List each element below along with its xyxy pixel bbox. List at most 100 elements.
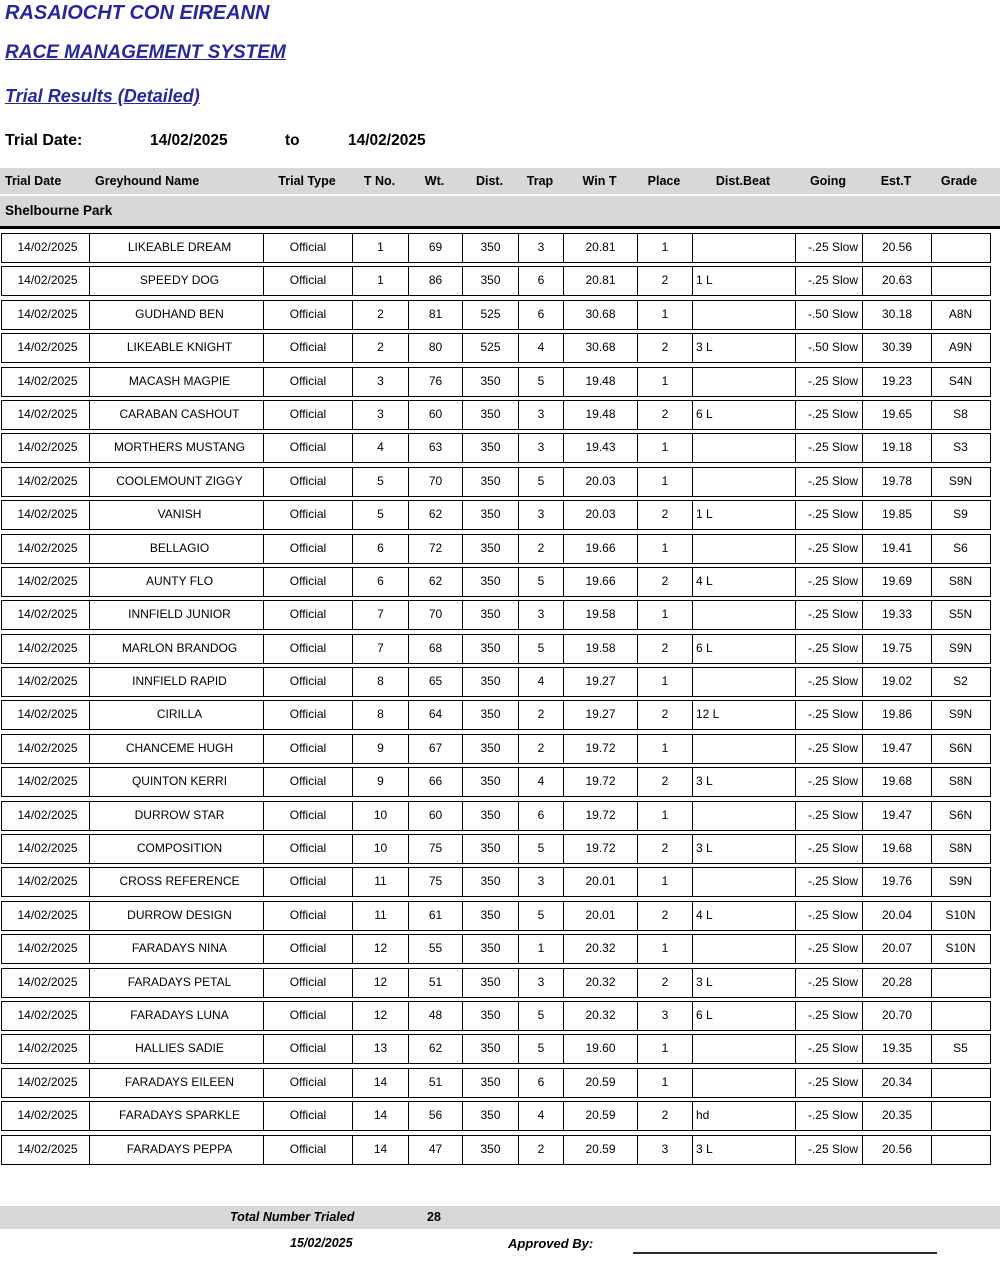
cell-grade: S9N — [948, 874, 973, 889]
total-trialed-label: Total Number Trialed — [230, 1210, 355, 1224]
cell-dist-beat — [693, 467, 796, 496]
cell-dist-beat: 6 L — [693, 400, 796, 429]
cell-going: -.25 Slow — [796, 1001, 863, 1030]
cell-trap: 6 — [519, 267, 564, 296]
cell-dist-beat: 6 L — [693, 634, 796, 663]
cell-win-t: 20.32 — [564, 935, 638, 964]
cell-trial-type: Official — [264, 300, 353, 329]
cell-trial-type: Official — [264, 501, 353, 530]
column-header-est-t: Est.T — [880, 174, 912, 188]
cell-trap: 4 — [519, 768, 564, 797]
cell-going: -.25 Slow — [796, 768, 863, 797]
cell-t-no: 6 — [353, 534, 409, 563]
cell-grade: S6N — [948, 807, 973, 822]
cell-trial-date: 14/02/2025 — [2, 400, 90, 429]
cell-grade: S10N — [945, 907, 976, 922]
cell-t-no: 1 — [353, 234, 409, 262]
cell-grade — [932, 1069, 989, 1097]
cell-trial-type: Official — [264, 434, 353, 463]
cell-trap: 5 — [519, 1035, 564, 1064]
cell-trial-type: Official — [264, 1102, 353, 1131]
cell-dist: 350 — [463, 434, 519, 463]
trial-date-label: Trial Date: — [5, 132, 83, 149]
cell-win-t: 30.68 — [564, 300, 638, 329]
cell-place: 2 — [638, 334, 693, 363]
cell-grade: A9N — [948, 340, 973, 355]
cell-win-t: 19.66 — [564, 534, 638, 563]
cell-trap: 4 — [519, 668, 564, 697]
cell-trial-type: Official — [264, 1135, 353, 1164]
cell-est-t: 19.68 — [863, 768, 932, 797]
cell-est-t: 19.33 — [863, 601, 932, 630]
cell-est-t: 20.35 — [863, 1102, 932, 1131]
table-row: 14/02/2025 INNFIELD RAPID Official 8 65 350 4 1… — [1, 667, 991, 698]
cell-greyhound-name: MARLON BRANDOG — [90, 634, 264, 663]
cell-dist-beat: 1 L — [693, 267, 796, 296]
cell-grade — [932, 234, 989, 262]
cell-place: 2 — [638, 835, 693, 864]
column-header-dist: Dist. — [475, 174, 504, 188]
column-header-wt: Wt. — [424, 174, 445, 188]
cell-going: -.25 Slow — [796, 835, 863, 864]
cell-win-t: 19.58 — [564, 601, 638, 630]
cell-dist-beat: 4 L — [693, 567, 796, 596]
cell-greyhound-name: CARABAN CASHOUT — [90, 400, 264, 429]
cell-trap: 3 — [519, 234, 564, 262]
cell-trial-date: 14/02/2025 — [2, 768, 90, 797]
cell-greyhound-name: COMPOSITION — [90, 835, 264, 864]
cell-trial-type: Official — [264, 234, 353, 262]
header-divider-line — [0, 226, 1000, 229]
cell-est-t: 19.18 — [863, 434, 932, 463]
cell-grade: A8N — [948, 306, 973, 321]
cell-greyhound-name: CHANCEME HUGH — [90, 734, 264, 763]
cell-trial-date: 14/02/2025 — [2, 1135, 90, 1164]
cell-trial-type: Official — [264, 801, 353, 830]
cell-wt: 72 — [409, 534, 463, 563]
cell-wt: 47 — [409, 1135, 463, 1164]
cell-trap: 6 — [519, 801, 564, 830]
cell-greyhound-name: INNFIELD RAPID — [90, 668, 264, 697]
cell-place: 2 — [638, 768, 693, 797]
cell-est-t: 20.63 — [863, 267, 932, 296]
table-row: 14/02/2025 FARADAYS PETAL Official 12 51 350 3… — [1, 967, 991, 998]
cell-trial-date: 14/02/2025 — [2, 567, 90, 596]
cell-place: 1 — [638, 534, 693, 563]
cell-going: -.25 Slow — [796, 534, 863, 563]
cell-trial-date: 14/02/2025 — [2, 868, 90, 897]
cell-grade — [932, 267, 989, 295]
cell-going: -.25 Slow — [796, 567, 863, 596]
cell-t-no: 10 — [353, 801, 409, 830]
cell-going: -.50 Slow — [796, 300, 863, 329]
cell-dist: 350 — [463, 768, 519, 797]
cell-t-no: 12 — [353, 935, 409, 964]
cell-going: -.25 Slow — [796, 1068, 863, 1097]
cell-going: -.25 Slow — [796, 734, 863, 763]
cell-wt: 86 — [409, 267, 463, 296]
cell-grade: S6 — [953, 540, 968, 555]
cell-est-t: 20.56 — [863, 234, 932, 262]
cell-t-no: 4 — [353, 434, 409, 463]
cell-t-no: 1 — [353, 267, 409, 296]
cell-dist: 350 — [463, 601, 519, 630]
cell-going: -.25 Slow — [796, 1135, 863, 1164]
cell-wt: 60 — [409, 400, 463, 429]
cell-wt: 81 — [409, 300, 463, 329]
cell-wt: 62 — [409, 567, 463, 596]
table-row: 14/02/2025 AUNTY FLO Official 6 62 350 5 19.66 2… — [1, 566, 991, 597]
table-row: 14/02/2025 LIKEABLE DREAM Official 1 69 350 3 2… — [1, 233, 991, 263]
cell-dist-beat — [693, 300, 796, 329]
cell-win-t: 20.01 — [564, 901, 638, 930]
cell-trial-date: 14/02/2025 — [2, 467, 90, 496]
cell-trap: 4 — [519, 334, 564, 363]
cell-dist-beat — [693, 534, 796, 563]
cell-trial-date: 14/02/2025 — [2, 968, 90, 997]
cell-trial-date: 14/02/2025 — [2, 434, 90, 463]
cell-win-t: 19.48 — [564, 400, 638, 429]
cell-place: 3 — [638, 1001, 693, 1030]
cell-dist: 350 — [463, 668, 519, 697]
system-title: RACE MANAGEMENT SYSTEM — [5, 42, 286, 63]
table-row: 14/02/2025 COOLEMOUNT ZIGGY Official 5 70 350… — [1, 466, 991, 497]
cell-est-t: 19.68 — [863, 835, 932, 864]
cell-grade: S8N — [948, 774, 973, 789]
cell-going: -.25 Slow — [796, 801, 863, 830]
